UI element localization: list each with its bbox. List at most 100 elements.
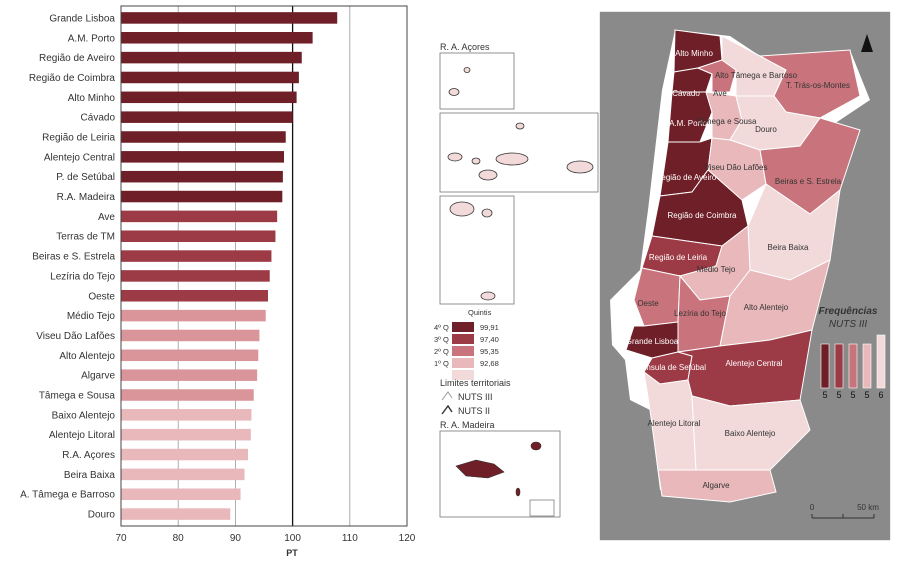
label-beira-baixa: Beira Baixa: [768, 243, 809, 252]
x-tick-label: 90: [230, 533, 242, 544]
label-viseu: Viseu Dão Lafões: [704, 163, 767, 172]
quintis-legend: 4º Q 99,91 3º Q 97,40 2º Q 95,35 1º Q 92…: [434, 322, 499, 380]
category-label: P. de Setúbal: [56, 172, 115, 183]
bar: [121, 488, 241, 500]
freq-title: Frequências: [819, 306, 878, 317]
category-label: Tâmega e Sousa: [39, 391, 116, 402]
category-label: Terras de TM: [56, 232, 115, 243]
label-medio-tejo: Médio Tejo: [697, 265, 736, 274]
category-label: Douro: [88, 510, 116, 521]
label-ave: Ave: [713, 89, 727, 98]
bar: [121, 190, 283, 203]
category-label: Médio Tejo: [67, 311, 116, 322]
madeira-islands: [455, 441, 542, 497]
freq-count-1: 5: [822, 390, 827, 400]
category-label: Algarve: [81, 371, 115, 382]
freq-bar-q4: [820, 343, 830, 389]
category-label: R.A. Açores: [62, 450, 115, 461]
bar: [121, 170, 283, 183]
region-cavado: [671, 67, 713, 93]
bars: [121, 12, 338, 520]
freq-count-4: 5: [864, 390, 869, 400]
acores-inset-1: [439, 52, 515, 110]
category-label: Alto Alentejo: [59, 351, 115, 362]
bar: [121, 468, 245, 481]
limits-title: Limites territoriais: [440, 378, 511, 388]
label-baixo-alentejo: Baixo Alentejo: [725, 429, 776, 438]
label-alto-tamega: Alto Tâmega e Barroso: [715, 71, 798, 80]
bar: [121, 508, 231, 520]
label-regiao-leiria: Região de Leiria: [649, 253, 708, 262]
label-alentejo-central: Alentejo Central: [726, 359, 783, 368]
category-label: Beiras e S. Estrela: [32, 252, 115, 263]
freq-subtitle: NUTS III: [829, 319, 868, 330]
category-label: Cávado: [81, 113, 116, 124]
category-label: Região de Coimbra: [29, 73, 116, 84]
label-algarve: Algarve: [702, 481, 730, 490]
category-label: Ave: [98, 212, 115, 223]
freq-bar-q2: [848, 343, 858, 389]
category-label: Alto Minho: [68, 93, 116, 104]
bar: [121, 409, 252, 421]
bar: [121, 250, 272, 262]
bar: [121, 428, 251, 441]
bar: [121, 448, 248, 461]
bar: [121, 32, 313, 44]
category-label: Região de Aveiro: [39, 53, 115, 64]
label-cavado: Cávado: [672, 89, 700, 98]
madeira-inset: [439, 430, 561, 518]
freq-count-5: 6: [878, 390, 883, 400]
scale-bar: 0 50 km: [810, 503, 879, 519]
quintis-swatch-q3: [452, 334, 474, 344]
label-leziria: Lezíria do Tejo: [674, 309, 726, 318]
bar-chart: Grande Lisboa A.M. Porto Região de Aveiro R…: [20, 5, 416, 558]
freq-bars: [820, 334, 886, 389]
quintis-q4-label: 4º Q: [434, 323, 449, 332]
category-label: A.M. Porto: [68, 33, 116, 44]
limits-nuts3: NUTS III: [458, 392, 493, 402]
x-tick-label: 80: [173, 533, 185, 544]
category-label: Grande Lisboa: [49, 13, 115, 24]
x-axis-label: PT: [286, 548, 298, 558]
x-tick-label: 70: [115, 533, 127, 544]
label-tamega-sousa: Tâmega e Sousa: [696, 117, 757, 126]
quintis-swatch-q1: [452, 358, 474, 368]
quintis-swatch-q4: [452, 322, 474, 332]
label-regiao-aveiro: Região de Aveiro: [656, 173, 717, 182]
label-am-porto: A.M. Porto: [669, 119, 707, 128]
bar: [121, 151, 285, 163]
category-label: Beira Baixa: [64, 470, 116, 481]
quintis-q1-label: 1º Q: [434, 359, 449, 368]
map-panel: Alto Minho Cávado Ave Alto Tâmega e Barr…: [434, 11, 891, 541]
quintis-q2-value: 95,35: [480, 347, 499, 356]
bar: [121, 111, 293, 123]
bar: [121, 329, 260, 342]
x-tick-labels: 70 80 90 100 110 120: [115, 533, 415, 544]
category-label: A. Tâmega e Barroso: [20, 490, 115, 501]
label-tras-os-montes: T. Trás-os-Montes: [786, 81, 850, 90]
bar: [121, 210, 278, 223]
quintis-q4-value: 99,91: [480, 323, 499, 332]
nuts2-line-icon: [441, 404, 453, 415]
quintis-swatch-q0: [452, 370, 474, 380]
freq-counts: 5 5 5 5 6: [822, 390, 883, 400]
region-am-porto: [667, 91, 713, 143]
quintis-q3-label: 3º Q: [434, 335, 449, 344]
category-label: R.A. Madeira: [57, 192, 116, 203]
bar: [121, 309, 266, 322]
category-label: Baixo Alentejo: [52, 410, 116, 421]
category-labels: Grande Lisboa A.M. Porto Região de Aveiro R…: [20, 13, 115, 520]
freq-bar-q1: [862, 343, 872, 389]
madeira-title: R. A. Madeira: [440, 420, 495, 430]
quintis-q3-value: 97,40: [480, 335, 499, 344]
bar: [121, 389, 254, 401]
north-arrow-icon: [861, 34, 873, 52]
bar: [121, 51, 302, 64]
nuts3-line-icon: [441, 391, 453, 401]
label-grande-lisboa: Grande Lisboa: [626, 337, 679, 346]
scale-zero: 0: [810, 503, 815, 512]
acores-islands: [447, 67, 594, 301]
x-tick-label: 120: [399, 533, 416, 544]
label-douro: Douro: [755, 125, 777, 134]
category-label: Viseu Dão Lafões: [36, 331, 115, 342]
